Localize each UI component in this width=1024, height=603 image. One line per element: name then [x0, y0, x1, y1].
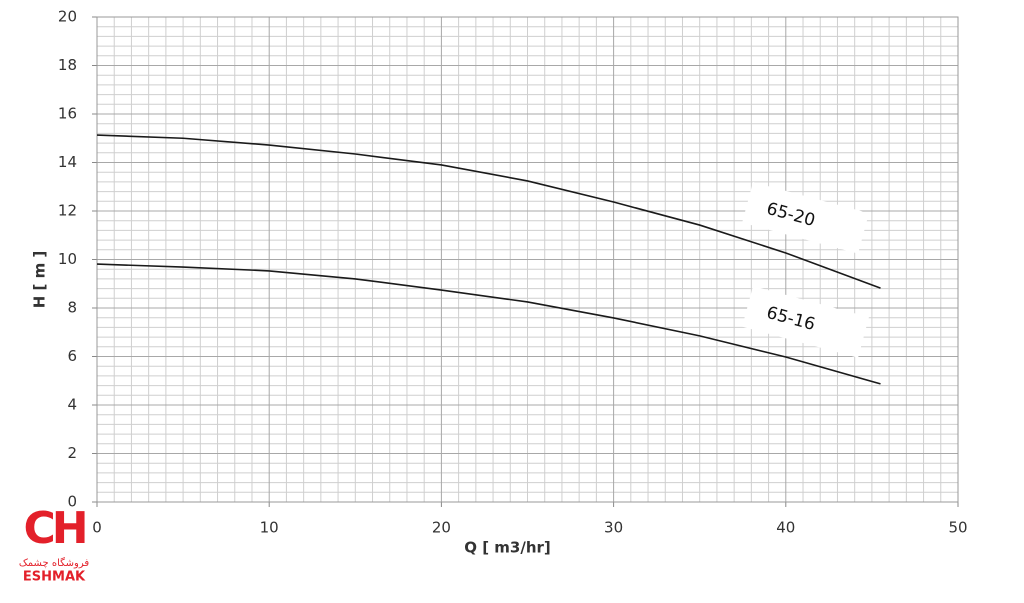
series-label-group: 65-20 [742, 182, 869, 254]
x-tick-label: 30 [604, 519, 623, 537]
logo-mark: CH [23, 503, 84, 554]
x-tick-label: 40 [776, 519, 795, 537]
line [96, 134, 881, 289]
logo-name: ESHMAK [23, 570, 86, 585]
x-tick-label: 0 [92, 519, 102, 537]
plot-frame [96, 16, 959, 503]
y-tick-label: 14 [58, 153, 77, 171]
y-tick-label: 4 [67, 396, 77, 414]
x-tick-label: 20 [432, 519, 451, 537]
y-tick-label: 8 [67, 299, 77, 317]
logo-subtitle: فروشگاه چشمک [19, 557, 90, 569]
y-tick-label: 12 [58, 202, 77, 220]
line [96, 263, 881, 385]
x-axis-label: Q [ m3/hr] [464, 539, 551, 557]
y-tick-label: 6 [67, 347, 77, 365]
grid [96, 16, 959, 503]
x-tick-label: 10 [260, 519, 279, 537]
x-tick-label: 50 [948, 519, 967, 537]
y-tick-label: 10 [58, 250, 77, 268]
y-tick-label: 20 [58, 8, 77, 26]
y-tick-label: 2 [67, 444, 77, 462]
y-axis-label: H [ m ] [31, 251, 49, 309]
series-label-group: 65-16 [742, 286, 869, 358]
logo: CH فروشگاه چشمک ESHMAK [19, 503, 90, 585]
y-tick-label: 0 [67, 493, 77, 511]
y-tick-label: 16 [58, 105, 77, 123]
series-label-background [742, 182, 869, 254]
y-tick-label: 18 [58, 56, 77, 74]
series-label-background [742, 286, 869, 358]
